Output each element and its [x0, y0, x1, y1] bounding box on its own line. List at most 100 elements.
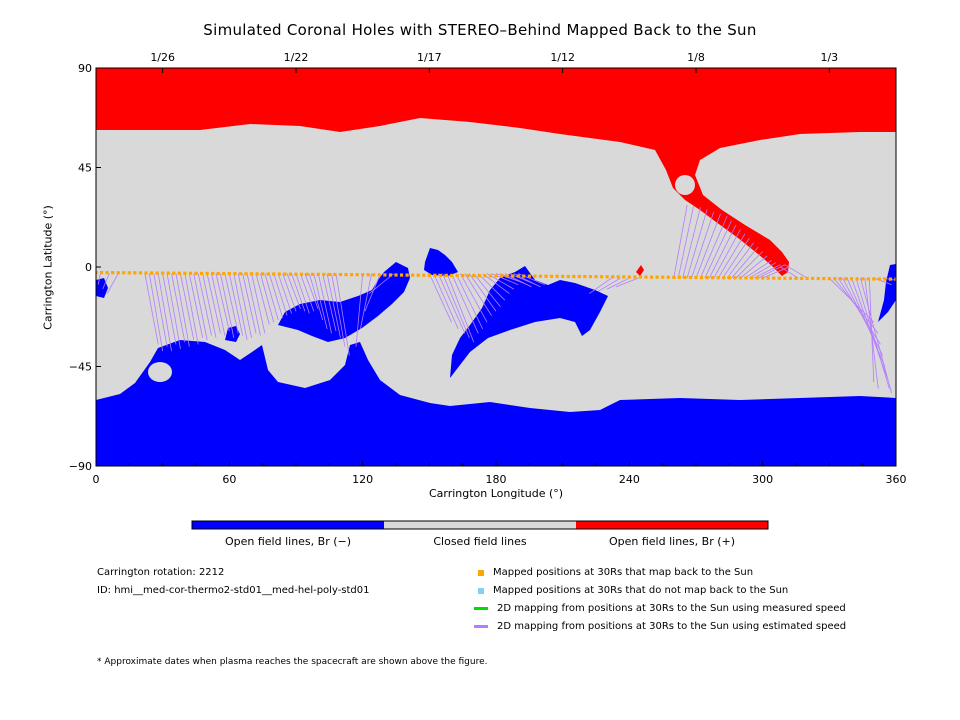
mapping-line-17 [220, 273, 235, 338]
mapping-line-39 [317, 273, 332, 334]
mapping-line-93 [762, 266, 790, 279]
legend-estimated: 2D mapping from positions at 30Rs to the… [474, 621, 847, 632]
track-point-90 [594, 275, 598, 279]
mapping-line-5 [166, 273, 181, 349]
mapping-line-28 [268, 273, 284, 318]
legend-measured-label: 2D mapping from positions at 30Rs to the… [497, 603, 846, 614]
mapping-line-102 [855, 277, 890, 389]
mapping-line-19 [228, 273, 244, 336]
track-point-29 [255, 272, 259, 276]
track-point-41 [322, 272, 326, 277]
colorbar-positive [576, 521, 768, 529]
top-date-label-1: 1/22 [284, 51, 309, 64]
track-point-47 [355, 273, 359, 277]
mapping-line-108 [97, 273, 101, 285]
top-date-label-5: 1/3 [820, 51, 838, 64]
mapping-line-32 [286, 273, 301, 310]
mapping-line-16 [215, 273, 230, 332]
track-point-78 [527, 274, 531, 278]
x-tick-label-2: 120 [352, 473, 373, 486]
y-axis-ticks: −90 −45 0 45 90 [69, 62, 101, 473]
track-point-45 [344, 273, 348, 277]
mapping-line-85 [726, 242, 755, 279]
y-tick-label-1: −45 [69, 361, 92, 374]
mapping-line-7 [175, 273, 190, 347]
track-point-84 [561, 274, 565, 278]
mapping-line-95 [784, 264, 808, 279]
track-point-114 [727, 276, 731, 280]
mapping-line-65 [504, 273, 532, 288]
mapping-line-46 [364, 273, 381, 312]
track-point-71 [488, 274, 493, 278]
legend-estimated-label: 2D mapping from positions at 30Rs to the… [497, 621, 847, 632]
y-tick-label-0: −90 [69, 460, 92, 473]
x-tick-label-4: 240 [619, 473, 640, 486]
track-point-69 [477, 274, 481, 278]
track-point-24 [227, 272, 231, 276]
mapping-line-10 [188, 273, 204, 338]
track-point-142 [883, 277, 887, 281]
track-point-62 [438, 273, 443, 277]
mapping-line-81 [708, 224, 737, 279]
track-point-39 [311, 272, 315, 276]
track-point-53 [388, 273, 393, 277]
mapping-line-83 [717, 233, 746, 279]
mapping-line-57 [469, 273, 497, 312]
track-point-112 [716, 276, 720, 280]
mapping-line-22 [242, 273, 257, 334]
colorbar [191, 520, 769, 530]
track-point-22 [216, 271, 220, 276]
track-point-1 [99, 270, 104, 275]
track-point-132 [827, 277, 831, 281]
south-negative-hole [96, 340, 896, 466]
mapping-lines [97, 205, 896, 394]
track-point-67 [466, 274, 470, 278]
track-point-92 [605, 275, 609, 279]
mapping-line-59 [477, 273, 506, 301]
top-date-ticks: 1/26 1/22 1/17 1/12 1/8 1/3 [150, 51, 838, 73]
track-point-12 [161, 271, 165, 275]
track-point-11 [155, 271, 159, 275]
track-point-98 [638, 275, 643, 279]
track-point-14 [172, 271, 176, 275]
legend-measured-swatch [474, 607, 488, 610]
track-point-107 [688, 275, 693, 280]
track-point-58 [416, 273, 420, 277]
mapping-line-21 [237, 273, 252, 338]
track-point-63 [444, 273, 448, 278]
mapping-line-13 [202, 273, 217, 338]
track-point-118 [749, 276, 754, 280]
track-point-135 [844, 277, 848, 281]
mapping-line-86 [731, 246, 759, 279]
track-point-82 [549, 274, 554, 278]
mapping-line-84 [722, 238, 750, 279]
track-point-125 [788, 276, 793, 280]
mapping-line-29 [273, 273, 288, 316]
mapping-line-55 [460, 273, 488, 323]
colorbar-closed [384, 521, 576, 529]
track-point-144 [894, 277, 896, 281]
mapping-line-78 [695, 213, 721, 279]
track-point-122 [772, 276, 776, 280]
track-point-76 [516, 274, 520, 278]
mapping-line-1 [148, 273, 164, 352]
mapping-line-49 [433, 273, 459, 330]
x-axis-ticks: 0 60 120 180 240 300 360 [93, 461, 907, 486]
colorbar-label-closed: Closed field lines [433, 535, 527, 548]
track-point-120 [761, 276, 765, 280]
track-point-13 [166, 271, 170, 275]
mapping-line-90 [749, 262, 777, 279]
mapping-line-35 [300, 273, 315, 312]
mapping-line-58 [473, 273, 501, 308]
north-positive-hole [96, 68, 896, 276]
track-point-48 [361, 273, 365, 277]
track-point-66 [461, 273, 465, 278]
track-point-38 [305, 272, 309, 276]
track-point-116 [738, 276, 743, 280]
track-point-79 [533, 274, 537, 278]
mapping-line-36 [304, 273, 319, 310]
mapping-line-52 [446, 273, 475, 343]
track-point-28 [249, 272, 254, 276]
model-id: ID: hmi__med-cor-thermo2-std01__med-hel-… [97, 585, 370, 596]
